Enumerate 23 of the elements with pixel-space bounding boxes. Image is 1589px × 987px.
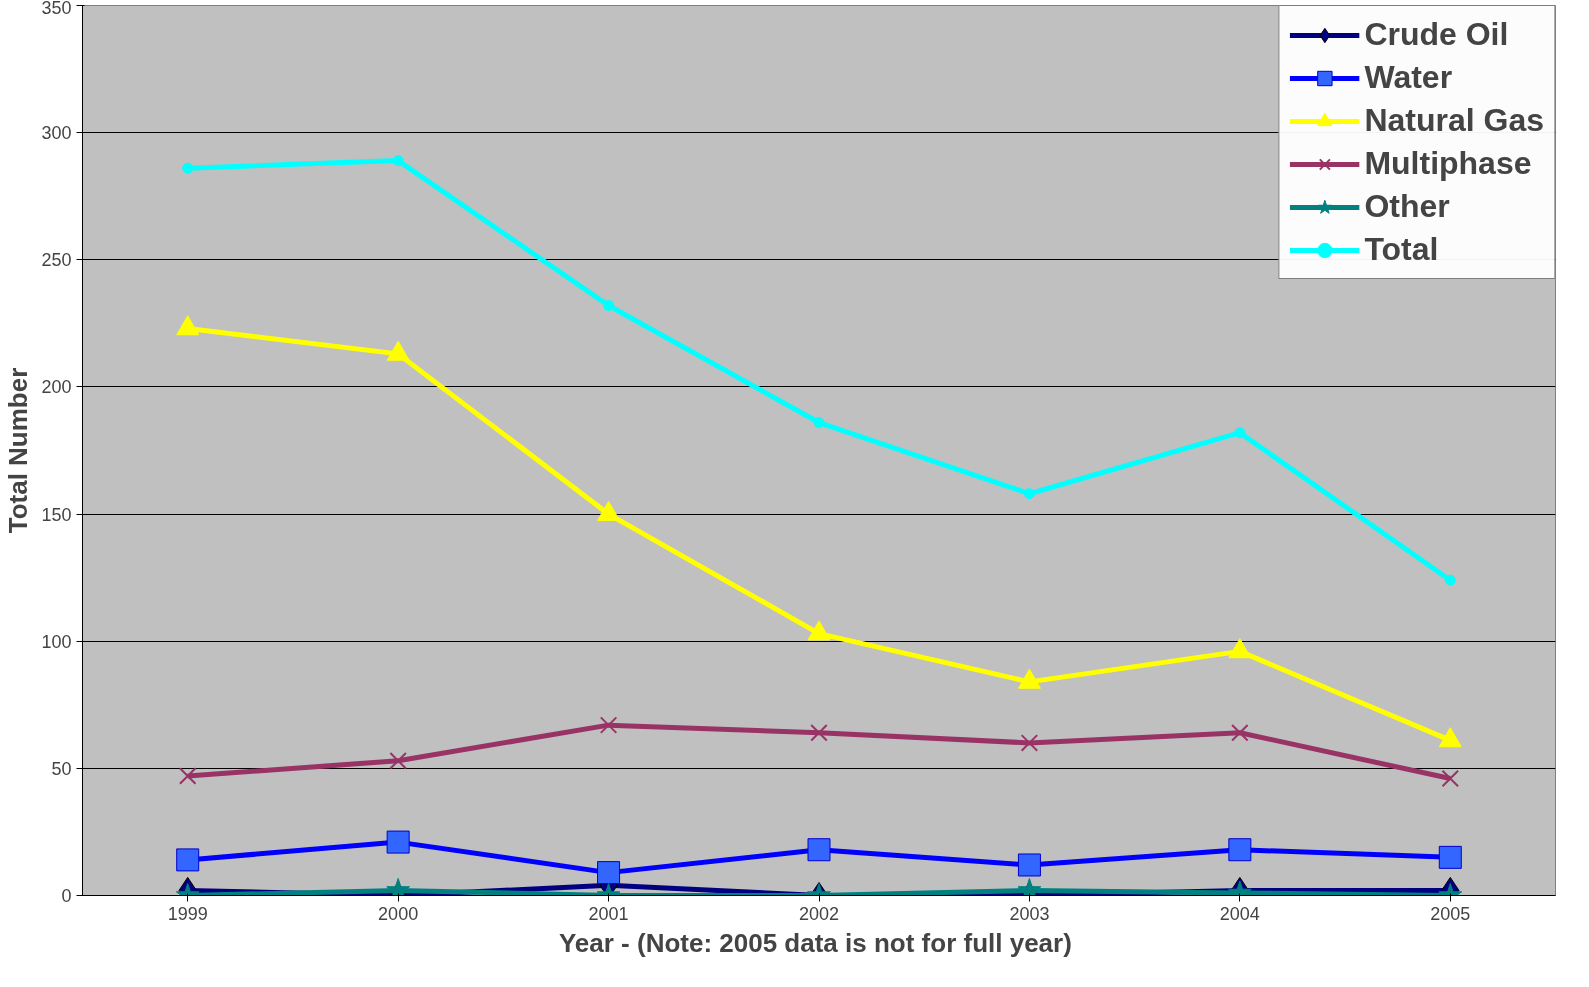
legend-label: Other [1364, 188, 1450, 225]
x-axis-title: Year - (Note: 2005 data is not for full year) [558, 927, 1072, 958]
x-tick-label: 2004 [1219, 903, 1260, 924]
y-tick-label: 150 [41, 504, 72, 525]
y-tick-label: 100 [41, 631, 72, 652]
y-tick-label: 300 [41, 123, 72, 144]
x-tick-label: 2001 [588, 903, 629, 924]
y-tick-label: 350 [41, 0, 72, 18]
legend-label: Total [1364, 231, 1439, 268]
legend-label: Crude Oil [1364, 16, 1509, 53]
y-tick-label: 250 [41, 250, 72, 271]
x-tick-label: 2002 [798, 903, 840, 924]
x-tick-label: 2000 [378, 903, 419, 924]
y-axis-title: Total Number [3, 367, 34, 534]
y-tick-label: 50 [51, 758, 72, 779]
y-tick-label: 0 [61, 886, 72, 906]
x-tick-label: 1999 [167, 903, 208, 924]
legend-label: Natural Gas [1364, 102, 1544, 139]
legend-label: Water [1364, 59, 1453, 96]
x-tick-label: 2005 [1430, 903, 1471, 924]
y-tick-label: 200 [41, 377, 72, 398]
x-tick-label: 2003 [1009, 903, 1050, 924]
legend-label: Multiphase [1364, 145, 1532, 182]
